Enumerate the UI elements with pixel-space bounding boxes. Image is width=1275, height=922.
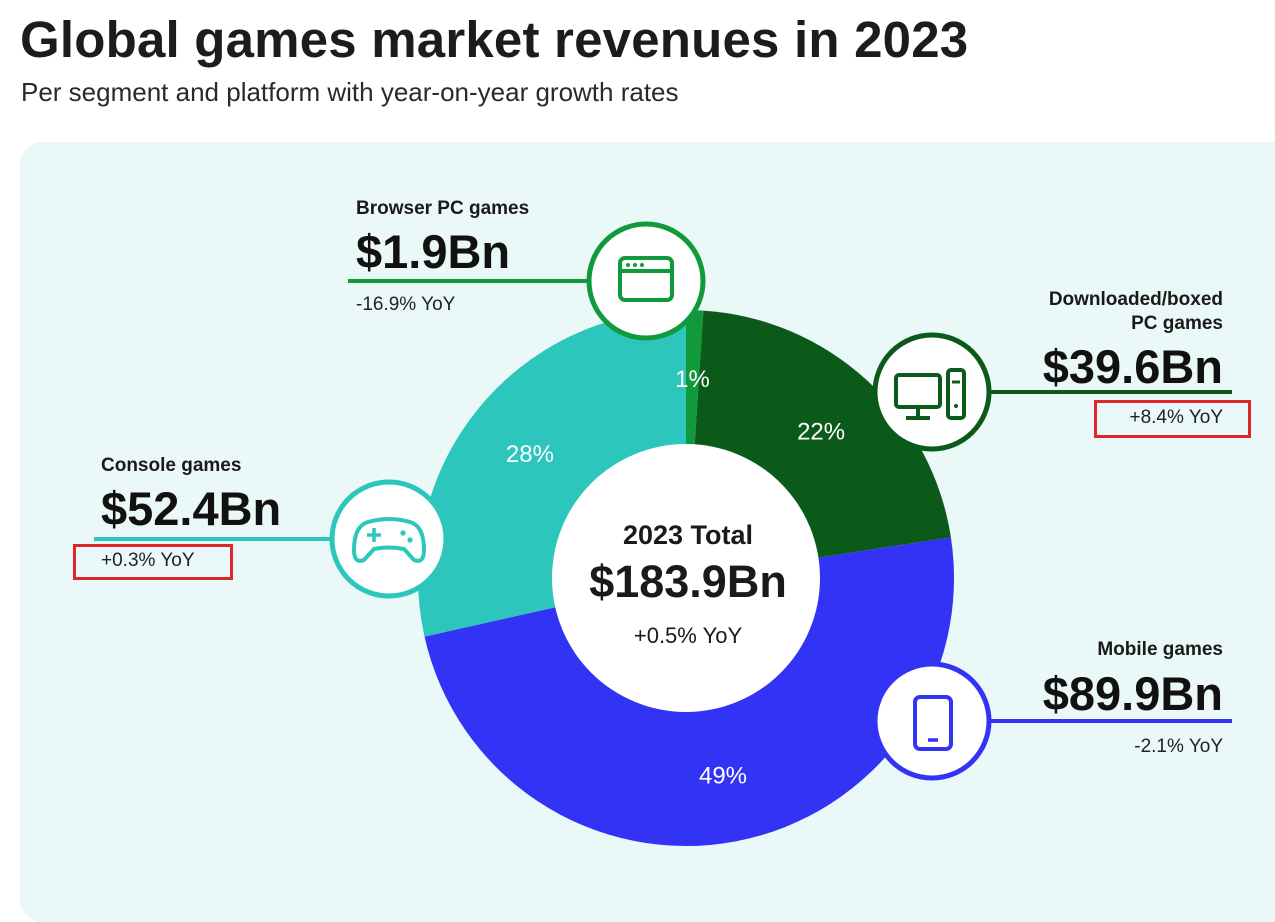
mobile-yoy: -2.1% YoY (1134, 736, 1223, 757)
pct-label-console: 28% (506, 441, 554, 468)
chart-title: Global games market revenues in 2023 (20, 11, 969, 68)
desktop-computer-icon (872, 332, 992, 452)
mobile-label: Mobile games (1097, 639, 1223, 660)
pc-label-line1: Downloaded/boxed (1048, 289, 1223, 310)
center-total-title: 2023 Total (622, 520, 754, 550)
browser-label: Browser PC games (356, 198, 530, 219)
browser-window-icon (586, 221, 706, 341)
console-yoy-highlight (73, 544, 233, 580)
pct-label-mobile: 49% (699, 763, 747, 790)
pct-label-browser: 1% (675, 366, 710, 393)
pc-label-line2: PC games (1131, 313, 1223, 334)
center-total-value: $183.9Bn (589, 556, 787, 607)
mobile-value: $89.9Bn (1042, 667, 1223, 720)
console-value: $52.4Bn (101, 482, 282, 535)
center-total-yoy: +0.5% YoY (633, 623, 743, 648)
donut-hole (552, 444, 820, 712)
chart-subtitle: Per segment and platform with year-on-ye… (21, 77, 679, 107)
pc-value: $39.6Bn (1042, 340, 1223, 393)
browser-yoy: -16.9% YoY (356, 294, 456, 315)
console-yoy: +0.3% YoY (101, 550, 195, 571)
donut-chart: 1% 22% 49% 28% (94, 221, 1232, 847)
pct-label-pc: 22% (797, 419, 845, 446)
gamepad-icon (329, 479, 449, 599)
console-label: Console games (101, 455, 242, 476)
smartphone-icon (872, 661, 992, 781)
pc-yoy: +8.4% YoY (1129, 407, 1223, 428)
browser-value: $1.9Bn (356, 225, 511, 278)
pc-yoy-highlight (1094, 400, 1251, 438)
